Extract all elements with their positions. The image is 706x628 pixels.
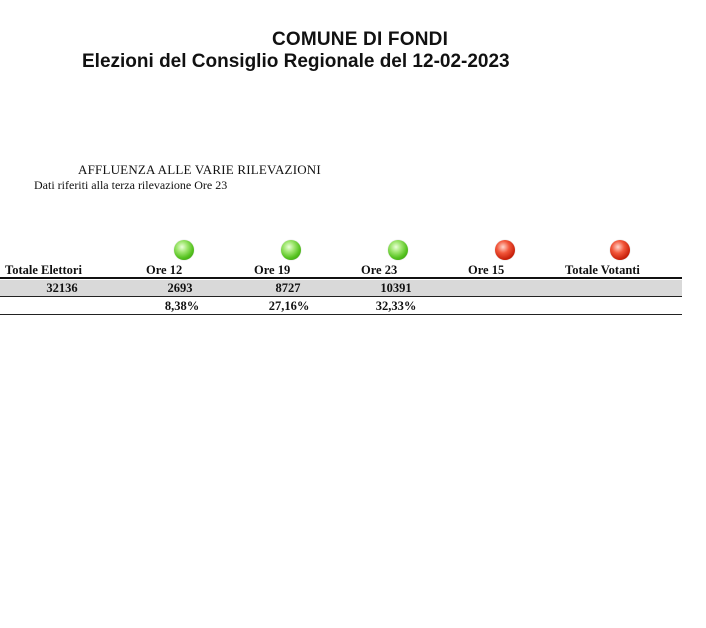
table-row-counts-background (0, 280, 682, 296)
header-ore-12: Ore 12 (146, 263, 183, 277)
header-ore-19: Ore 19 (254, 263, 291, 277)
header-ore-15: Ore 15 (468, 263, 505, 277)
table-bottom-rule (0, 314, 682, 315)
comune-title: COMUNE DI FONDI (271, 29, 449, 50)
table-middle-rule (0, 296, 682, 297)
election-title: Elezioni del Consiglio Regionale del 12-… (82, 51, 510, 72)
header-totale-elettori: Totale Elettori (5, 263, 82, 277)
affluenza-subtitle: Dati riferiti alla terza rilevazione Ore… (34, 178, 228, 192)
affluenza-title: AFFLUENZA ALLE VARIE RILEVAZIONI (78, 162, 321, 177)
count-ore-12: 2693 (167, 281, 193, 295)
status-dot-totale-votanti (610, 240, 630, 260)
status-dot-ore-23 (388, 240, 408, 260)
status-dot-ore-12 (174, 240, 194, 260)
header-ore-23: Ore 23 (361, 263, 398, 277)
header-totale-votanti: Totale Votanti (565, 263, 640, 277)
count-ore-23: 10391 (380, 281, 412, 295)
percent-ore-12: 8,38% (164, 299, 200, 313)
status-dot-ore-19 (281, 240, 301, 260)
status-dot-ore-15 (495, 240, 515, 260)
percent-ore-19: 27,16% (268, 299, 310, 313)
count-totale-elettori: 32136 (46, 281, 78, 295)
percent-ore-23: 32,33% (375, 299, 417, 313)
table-top-rule (0, 277, 682, 279)
count-ore-19: 8727 (275, 281, 301, 295)
